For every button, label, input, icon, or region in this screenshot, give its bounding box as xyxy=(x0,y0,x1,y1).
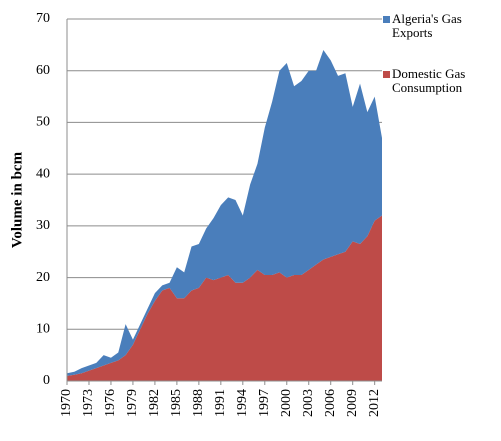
y-axis-label: Volume in bcm xyxy=(9,151,25,248)
y-tick-label: 70 xyxy=(36,11,50,26)
x-tick-label: 1970 xyxy=(59,389,74,417)
x-tick-label: 1985 xyxy=(169,389,184,417)
y-tick-label: 10 xyxy=(36,322,50,337)
x-tick-label: 2009 xyxy=(345,389,360,417)
x-tick-label: 2012 xyxy=(367,389,382,417)
area xyxy=(67,215,382,381)
x-tick-label: 1991 xyxy=(213,389,228,417)
x-tick-label: 1997 xyxy=(257,389,272,417)
x-tick-label: 2006 xyxy=(323,389,338,417)
x-tick-label: 1973 xyxy=(81,389,96,417)
legend-label: Algeria's Gas Exports xyxy=(392,11,462,40)
x-tick-label: 1976 xyxy=(103,389,118,417)
x-tick-label: 2003 xyxy=(301,389,316,417)
x-tick-label: 1982 xyxy=(147,389,162,417)
y-tick-label: 20 xyxy=(36,270,50,285)
y-tick-label: 50 xyxy=(36,115,50,130)
x-tick-label: 1979 xyxy=(125,389,140,417)
x-tick-label: 2000 xyxy=(279,389,294,417)
legend-swatch xyxy=(383,71,390,78)
y-tick-label: 0 xyxy=(43,373,50,388)
area xyxy=(67,50,382,376)
legend-swatch xyxy=(383,16,390,23)
x-tick-label: 1988 xyxy=(191,389,206,417)
x-tick-label: 1994 xyxy=(235,389,250,417)
y-tick-label: 30 xyxy=(36,218,50,233)
y-tick-label: 60 xyxy=(36,63,50,78)
y-tick-label: 40 xyxy=(36,166,50,181)
legend-label: Domestic Gas Consumption xyxy=(392,66,466,95)
